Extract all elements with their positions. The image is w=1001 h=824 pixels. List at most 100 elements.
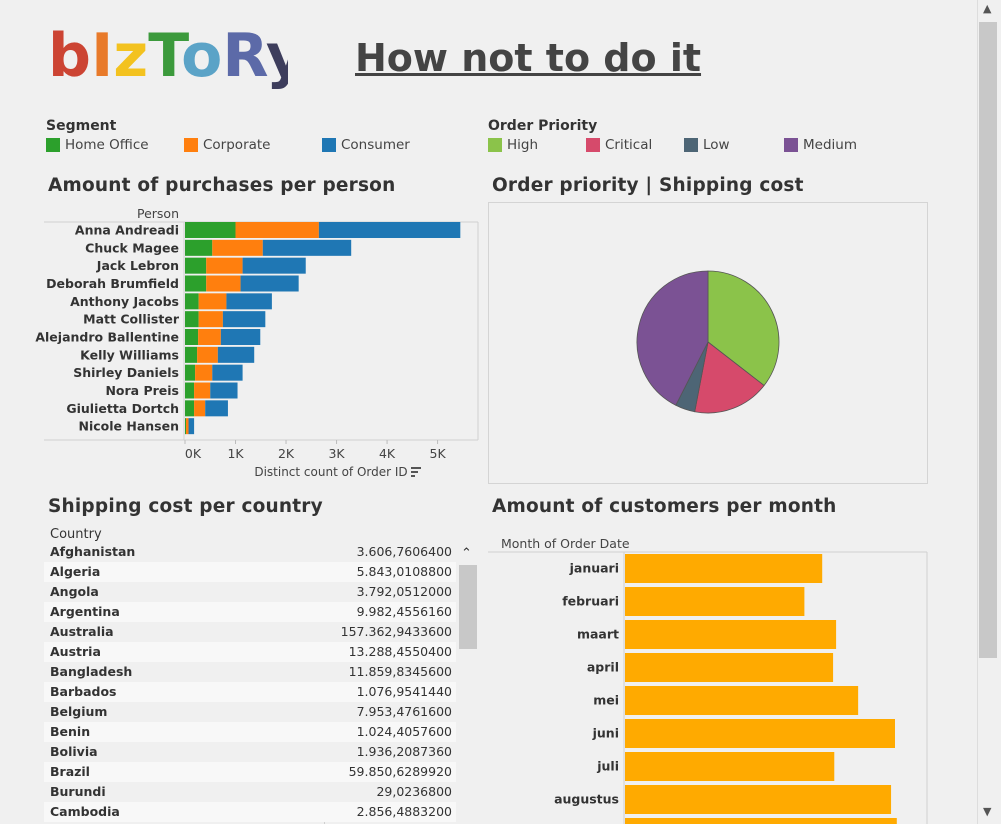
legend-item-corporate[interactable]: Corporate xyxy=(184,137,304,153)
bar-segment[interactable] xyxy=(185,311,199,328)
customers-bar-chart: Month of Order Date januari februari maart a… xyxy=(488,536,928,824)
legend-item-medium[interactable]: Medium xyxy=(784,137,857,153)
month-bar[interactable] xyxy=(625,785,892,814)
category-label: Nora Preis xyxy=(105,383,179,398)
table-scroll-thumb[interactable] xyxy=(459,565,477,649)
pie-slice-medium[interactable] xyxy=(636,270,709,406)
sheet-title-priority: Order priority | Shipping cost xyxy=(492,175,804,196)
bar-segment[interactable] xyxy=(185,329,199,345)
table-row[interactable]: Angola 3.792,0512000 xyxy=(44,582,456,602)
bar-segment[interactable] xyxy=(194,382,211,399)
bar-segment[interactable] xyxy=(185,257,207,274)
legend-swatch xyxy=(586,138,600,152)
logo-letter: y xyxy=(266,22,288,91)
bar-segment[interactable] xyxy=(198,293,227,310)
bar-segment[interactable] xyxy=(217,346,255,363)
table-row[interactable]: Benin 1.024,4057600 xyxy=(44,722,456,742)
month-label: januari xyxy=(569,561,619,576)
month-bar[interactable] xyxy=(625,653,834,682)
legend-item-critical[interactable]: Critical xyxy=(586,137,666,153)
month-bar[interactable] xyxy=(625,620,837,649)
bar-segment[interactable] xyxy=(205,400,228,417)
bar-segment[interactable] xyxy=(210,382,238,399)
bar-segment[interactable] xyxy=(185,346,198,363)
column-header-country: Country xyxy=(50,527,102,542)
category-label: Giulietta Dortch xyxy=(66,401,179,416)
table-row[interactable]: Bolivia 1.936,2087360 xyxy=(44,742,456,762)
table-row[interactable]: Australia 157.362,9433600 xyxy=(44,622,456,642)
table-row[interactable]: Burundi 29,0236800 xyxy=(44,782,456,802)
category-label: Matt Collister xyxy=(83,312,180,327)
table-body: Afghanistan 3.606,7606400 Algeria 5.843,010… xyxy=(44,542,456,824)
bar-segment[interactable] xyxy=(185,364,196,381)
bar-segment[interactable] xyxy=(197,346,218,363)
bar-segment[interactable] xyxy=(206,257,243,274)
legend-label: Home Office xyxy=(65,137,149,153)
bar-segment[interactable] xyxy=(194,400,206,417)
category-label: Anthony Jacobs xyxy=(70,294,179,309)
page-title: How not to do it xyxy=(355,36,702,80)
bar-segment[interactable] xyxy=(222,311,266,328)
legend-item-low[interactable]: Low xyxy=(684,137,766,153)
table-row[interactable]: Cambodia 2.856,4883200 xyxy=(44,802,456,822)
logo-letter: I xyxy=(91,22,113,91)
bar-segment[interactable] xyxy=(240,275,299,292)
bar-segment[interactable] xyxy=(242,257,306,274)
shipping-cost-cell: 59.850,6289920 xyxy=(348,764,452,779)
country-cell: Brazil xyxy=(50,764,90,779)
bar-segment[interactable] xyxy=(185,275,207,292)
table-row[interactable]: Algeria 5.843,0108800 xyxy=(44,562,456,582)
sort-icon[interactable] xyxy=(411,467,421,477)
month-bar[interactable] xyxy=(625,719,895,748)
scroll-up-icon[interactable]: ⌃ xyxy=(461,546,472,561)
table-scrollbar[interactable]: ⌃ xyxy=(457,543,479,824)
bar-segment[interactable] xyxy=(198,311,223,328)
bar-segment[interactable] xyxy=(185,222,236,238)
bar-segment[interactable] xyxy=(262,239,352,256)
country-cell: Australia xyxy=(50,624,114,639)
legend-label: Consumer xyxy=(341,137,410,153)
legend-item-high[interactable]: High xyxy=(488,137,568,153)
bar-segment[interactable] xyxy=(198,329,221,345)
month-bar[interactable] xyxy=(625,752,835,781)
scroll-up-arrow-icon[interactable]: ▲ xyxy=(983,2,992,15)
window-scroll-thumb[interactable] xyxy=(979,22,997,658)
bar-segment[interactable] xyxy=(235,222,319,238)
month-bar[interactable] xyxy=(625,587,805,616)
scroll-down-arrow-icon[interactable]: ▼ xyxy=(983,805,992,818)
bar-segment[interactable] xyxy=(185,382,195,399)
table-row[interactable]: Austria 13.288,4550400 xyxy=(44,642,456,662)
table-row[interactable]: Bangladesh 11.859,8345600 xyxy=(44,662,456,682)
pie-slice-critical[interactable] xyxy=(694,341,765,414)
table-row[interactable]: Barbados 1.076,9541440 xyxy=(44,682,456,702)
bar-segment[interactable] xyxy=(186,418,189,435)
bar-segment[interactable] xyxy=(220,329,261,345)
country-cell: Algeria xyxy=(50,564,101,579)
bar-segment[interactable] xyxy=(195,364,213,381)
bar-segment[interactable] xyxy=(318,222,461,238)
bar-segment[interactable] xyxy=(212,364,243,381)
shipping-cost-cell: 5.843,0108800 xyxy=(356,564,452,579)
bar-segment[interactable] xyxy=(188,418,195,435)
table-row[interactable]: Argentina 9.982,4556160 xyxy=(44,602,456,622)
legend-item-consumer[interactable]: Consumer xyxy=(322,137,410,153)
legend-swatch xyxy=(322,138,336,152)
bar-segment[interactable] xyxy=(185,418,187,435)
bar-segment[interactable] xyxy=(185,293,199,310)
bar-segment[interactable] xyxy=(185,239,213,256)
bar-segment[interactable] xyxy=(185,400,195,417)
month-bar-partial[interactable] xyxy=(625,818,897,824)
country-cell: Argentina xyxy=(50,604,120,619)
table-row[interactable]: Brazil 59.850,6289920 xyxy=(44,762,456,782)
bar-segment[interactable] xyxy=(226,293,272,310)
shipping-cost-cell: 29,0236800 xyxy=(376,784,452,799)
table-row[interactable]: Afghanistan 3.606,7606400 xyxy=(44,542,456,562)
month-bar[interactable] xyxy=(625,686,859,715)
pie-slice-high[interactable] xyxy=(707,270,780,387)
legend-item-home-office[interactable]: Home Office xyxy=(46,137,166,153)
month-bar[interactable] xyxy=(625,554,823,583)
x-tick-label: 5K xyxy=(430,446,447,461)
bar-segment[interactable] xyxy=(206,275,241,292)
table-row[interactable]: Belgium 7.953,4761600 xyxy=(44,702,456,722)
bar-segment[interactable] xyxy=(212,239,263,256)
